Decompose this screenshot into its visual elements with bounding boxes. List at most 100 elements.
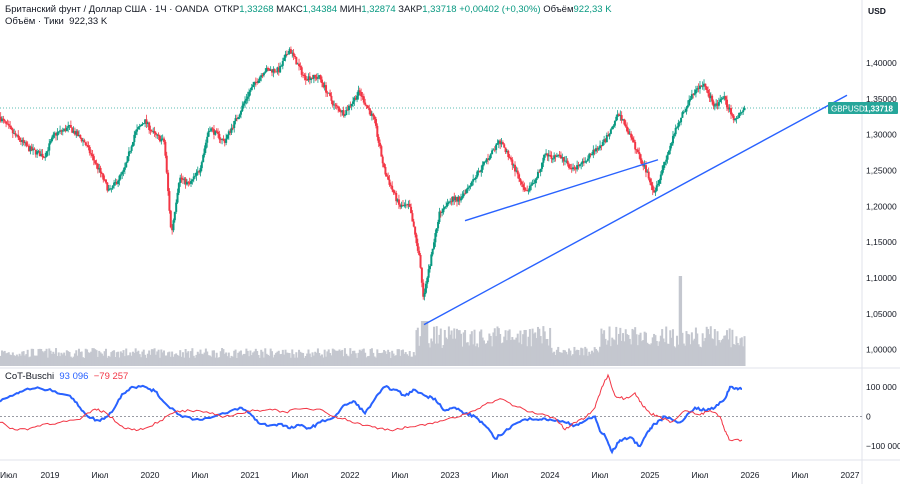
candle-body bbox=[694, 89, 697, 94]
indicator-legend: CoT-Buschi 93 096 −79 257 bbox=[5, 371, 128, 383]
volume-bar bbox=[223, 353, 226, 366]
indicator-name[interactable]: CoT-Buschi bbox=[5, 371, 55, 382]
volume-bar bbox=[644, 332, 647, 366]
volume-bar bbox=[450, 330, 453, 366]
candle-body bbox=[578, 164, 581, 167]
candle-body bbox=[187, 181, 190, 183]
candle-body bbox=[739, 112, 742, 114]
candle-body bbox=[55, 133, 58, 136]
candle-body bbox=[640, 160, 643, 165]
volume-bar bbox=[640, 341, 643, 366]
volume-bar bbox=[557, 346, 560, 366]
volume-bar bbox=[188, 357, 191, 366]
volume-bar bbox=[512, 339, 515, 366]
candle-body bbox=[176, 192, 179, 203]
volume-bar bbox=[307, 349, 310, 366]
candle-body bbox=[684, 111, 687, 113]
volume-bar bbox=[195, 354, 198, 366]
candle-body bbox=[318, 75, 321, 78]
candle-body bbox=[453, 196, 456, 201]
time-tick-label: 2027 bbox=[841, 470, 860, 480]
candle-body bbox=[657, 183, 660, 186]
candle-body bbox=[401, 204, 404, 206]
volume-bar bbox=[284, 349, 287, 366]
candle-body bbox=[204, 142, 207, 149]
volume-bar bbox=[730, 347, 733, 366]
volume-bar bbox=[36, 355, 39, 366]
volume-bar bbox=[441, 347, 444, 366]
volume-bar bbox=[171, 351, 174, 366]
candle-body bbox=[515, 170, 518, 172]
candle-body bbox=[399, 204, 402, 207]
trendlines[interactable] bbox=[423, 94, 848, 326]
volume-bar bbox=[401, 349, 404, 366]
candle-body bbox=[428, 265, 431, 270]
candle-body bbox=[21, 139, 24, 142]
candle-body bbox=[600, 145, 603, 147]
candle-body bbox=[358, 90, 361, 93]
candle-body bbox=[79, 134, 82, 138]
volume-bar bbox=[488, 333, 491, 366]
volume-bar bbox=[654, 335, 657, 366]
candle-body bbox=[231, 127, 234, 129]
volume-bar bbox=[415, 330, 418, 366]
candle-body bbox=[3, 120, 6, 122]
candle-body bbox=[512, 164, 515, 166]
candle-body bbox=[226, 134, 229, 139]
volume-bar bbox=[704, 337, 707, 366]
candle-body bbox=[25, 142, 28, 146]
volume-bar bbox=[585, 348, 588, 366]
candle-body bbox=[245, 98, 248, 101]
volume-bar bbox=[437, 343, 440, 366]
candle-body bbox=[181, 179, 184, 181]
candle-body bbox=[171, 227, 174, 231]
volume-bar bbox=[509, 340, 512, 366]
candle-body bbox=[360, 92, 363, 97]
volume-bar bbox=[125, 348, 128, 366]
candle-body bbox=[635, 149, 638, 151]
volume-bar bbox=[88, 353, 91, 366]
volume-bar bbox=[492, 332, 495, 366]
candle-body bbox=[407, 204, 410, 205]
volume-bar bbox=[412, 352, 415, 366]
candle-body bbox=[514, 164, 517, 172]
candle-body bbox=[493, 149, 496, 151]
volume-bar bbox=[705, 326, 708, 366]
volume-bar bbox=[487, 340, 490, 366]
volume-bar bbox=[69, 356, 72, 366]
candle-body bbox=[427, 269, 430, 278]
volume-bar bbox=[293, 357, 296, 366]
volume-bar bbox=[619, 327, 622, 366]
volume-bar bbox=[435, 326, 438, 366]
volume-bar bbox=[649, 344, 652, 366]
volume-bar bbox=[696, 333, 699, 366]
volume-bar bbox=[697, 344, 700, 366]
volume-bar bbox=[563, 350, 566, 366]
candle-body bbox=[121, 171, 124, 175]
volume-bar bbox=[542, 326, 545, 366]
volume-bar bbox=[323, 349, 326, 366]
volume-bar bbox=[163, 350, 166, 366]
volume-bar bbox=[169, 356, 172, 366]
volume-bar bbox=[717, 340, 720, 366]
volume-bar bbox=[554, 354, 557, 366]
candle-body bbox=[700, 85, 703, 87]
volume-bar bbox=[565, 351, 568, 366]
candle-body bbox=[102, 173, 105, 180]
candle-body bbox=[261, 75, 264, 77]
candle-body bbox=[559, 155, 562, 159]
candle-body bbox=[138, 126, 141, 128]
volume-bar bbox=[338, 349, 341, 366]
volume-bar bbox=[241, 355, 244, 366]
candle-body bbox=[156, 134, 159, 136]
volume-bar bbox=[369, 349, 372, 366]
candle-body bbox=[258, 77, 261, 81]
volume-bar bbox=[266, 354, 269, 366]
price-tick-label: 1,00000 bbox=[866, 345, 897, 355]
volume-bar bbox=[739, 338, 742, 366]
candle-body bbox=[271, 69, 274, 73]
symbol-title[interactable]: Британский фунт / Доллар США · 1Ч · OAND… bbox=[5, 4, 209, 15]
candle-body bbox=[504, 147, 507, 153]
volume-row-label[interactable]: Объём · Тики bbox=[5, 16, 64, 27]
